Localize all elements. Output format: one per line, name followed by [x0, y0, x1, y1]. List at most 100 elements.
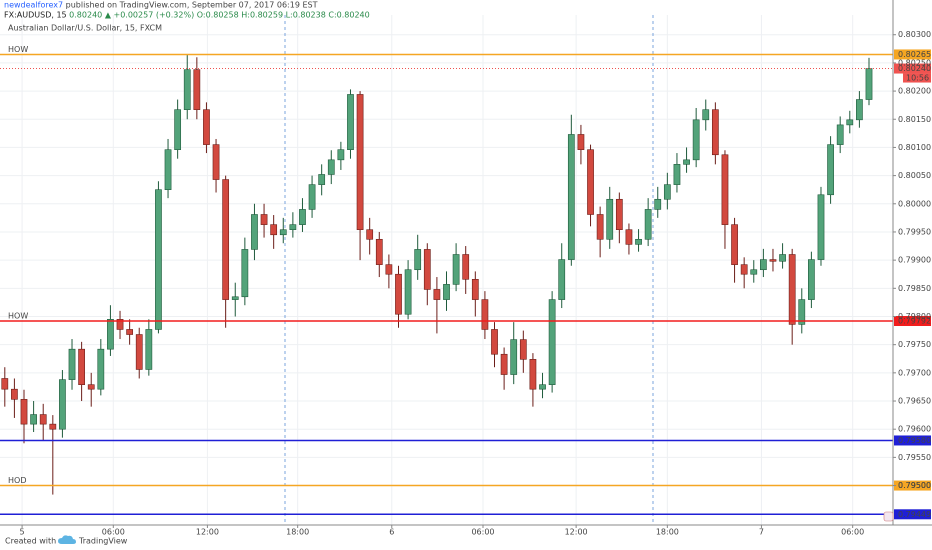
last-price-tag [894, 63, 931, 74]
candle-body [135, 334, 143, 370]
candle-body [366, 229, 374, 240]
level-name: HOW [8, 312, 28, 321]
candle-body [231, 296, 239, 300]
chart-title: Australian Dollar/U.S. Dollar, 15, FXCM [8, 24, 162, 33]
x-tick-label: 5 [20, 528, 25, 537]
y-tick-label: 0.79700 [898, 368, 931, 377]
candle-body [683, 159, 690, 165]
y-tick-label: 0.79900 [898, 256, 931, 265]
y-tick-label: 0.80000 [898, 199, 931, 208]
candle-body [30, 414, 37, 425]
candle-body [491, 329, 498, 355]
countdown-label: 10:56 [906, 74, 929, 83]
candle-body [443, 284, 450, 300]
candle-body [145, 329, 153, 370]
candle-body [289, 224, 297, 231]
y-tick-label: 0.80150 [898, 115, 931, 124]
candle-body [740, 264, 748, 275]
candle-body [721, 154, 729, 225]
price-tag-label: 0.80265 [898, 50, 931, 59]
y-tick-label: 0.79850 [898, 284, 931, 293]
y-tick-label: 0.79600 [898, 425, 931, 434]
y-tick-label: 0.79950 [898, 227, 931, 236]
event-icon[interactable] [883, 511, 894, 522]
candle-body [846, 119, 854, 126]
candle-body [193, 69, 201, 110]
candle-body [11, 388, 18, 400]
candle-body [452, 254, 460, 285]
footer-brand[interactable]: TradingView [78, 537, 128, 546]
candle-body [817, 194, 825, 260]
logo [58, 535, 76, 544]
candle-body [577, 134, 585, 150]
candle-body [663, 184, 671, 200]
candle-body [39, 414, 47, 425]
open: O:0.80258 [197, 10, 239, 19]
candle-body [692, 119, 700, 161]
price-tag-label: 0.79580 [898, 436, 931, 445]
price-tag [894, 480, 931, 491]
x-tick-label: 18:00 [656, 528, 679, 537]
candle-body [87, 384, 95, 390]
candle-body [433, 289, 441, 300]
x-tick-label: 7 [759, 528, 764, 537]
candle-body [318, 174, 326, 185]
overlays: HOW 0.80265 HOW 0.79792 0.79580 HOD 0.79500 0.7… [0, 45, 931, 520]
y-tick-label: 0.80250 [898, 58, 931, 67]
candle-body [673, 164, 681, 185]
candle-body [337, 149, 345, 161]
candle-body [587, 149, 594, 215]
candle-body [500, 353, 508, 375]
candle-body [856, 99, 863, 121]
candle-body [702, 109, 710, 121]
last-price-label: 0.80240 [898, 64, 931, 73]
candle-body [769, 259, 777, 262]
candle-body [750, 269, 758, 275]
candle-body [212, 144, 220, 180]
candle-body [308, 184, 316, 210]
candle-body [299, 209, 306, 225]
level-name: HOW [8, 45, 28, 54]
candle-body [20, 399, 28, 425]
y-tick-label: 0.80300 [898, 30, 931, 39]
x-tick-label: 06:00 [471, 528, 494, 537]
countdown-tag [903, 73, 931, 83]
change: ▲ +0.00257 (+0.32%) [105, 10, 194, 19]
candle-body [606, 198, 614, 240]
y-tick-label: 0.79550 [898, 453, 931, 462]
candle-body [327, 159, 335, 175]
candle-body [126, 329, 134, 335]
header: newdealforex7 published on TradingView.c… [4, 0, 318, 9]
x-tick-label: 6 [389, 528, 394, 537]
last: 0.80240 [69, 10, 102, 19]
price-tag [894, 435, 931, 446]
candle-body [625, 229, 633, 245]
candle-body [385, 264, 393, 275]
published: published on TradingView.com, September … [66, 0, 318, 9]
candle-body [279, 229, 287, 236]
candle-body [49, 423, 57, 430]
price-tag-label: 0.79449 [898, 510, 931, 519]
candle-body [635, 238, 642, 245]
footer-text: Created with [5, 537, 56, 546]
y-tick-label: 0.79750 [898, 340, 931, 349]
candle-body [395, 273, 402, 315]
publisher[interactable]: newdealforex7 [4, 0, 63, 9]
candle-body [471, 278, 479, 300]
x-tick-label: 06:00 [841, 528, 864, 537]
candle-body [836, 124, 844, 145]
low: L:0.80238 [286, 10, 326, 19]
candle-body [116, 319, 124, 330]
y-tick-label: 0.79650 [898, 397, 931, 406]
candle-body [759, 259, 767, 271]
candle-body [596, 214, 604, 240]
high: H:0.80259 [241, 10, 283, 19]
symbol: FX:AUDUSD, 15 [4, 10, 67, 19]
candle-body [548, 299, 556, 385]
candle-body [251, 214, 258, 250]
price-tag [894, 509, 931, 520]
candle-body [68, 348, 76, 380]
x-tick-label: 18:00 [286, 528, 309, 537]
candle-body [78, 348, 85, 385]
